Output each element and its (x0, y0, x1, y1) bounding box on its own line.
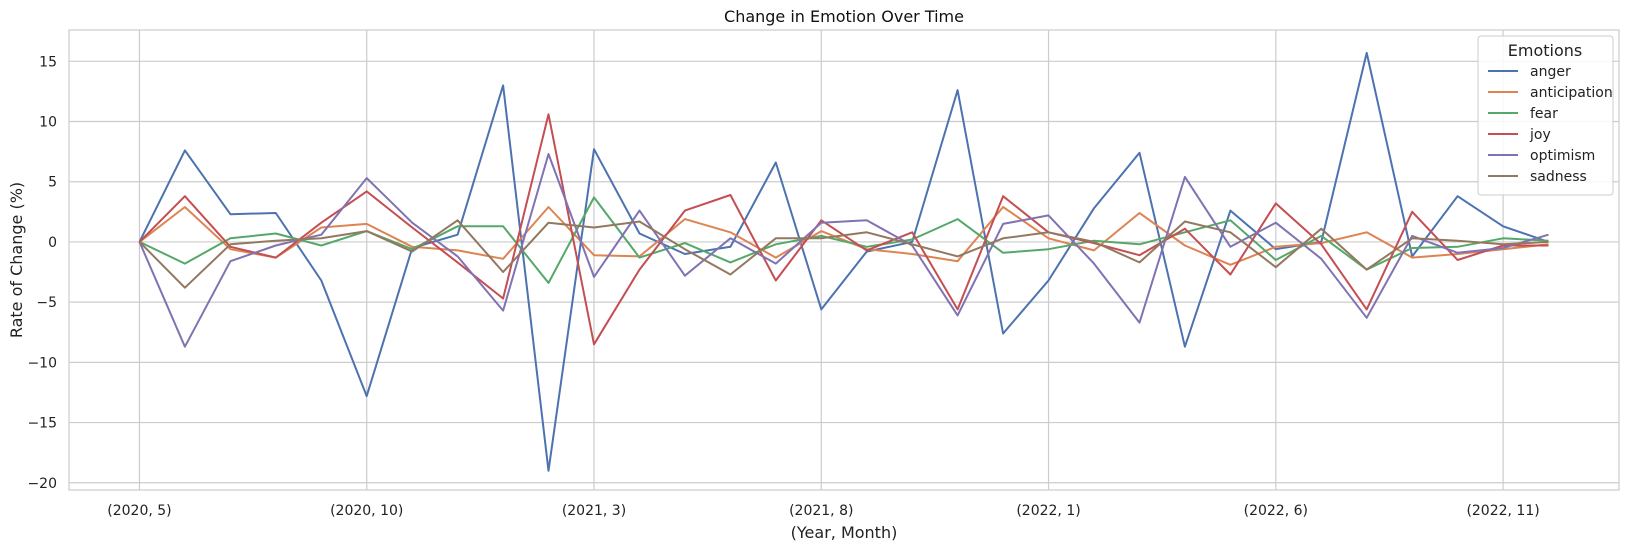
legend-items: anger anticipation fear joy optimism sadness (1488, 64, 1613, 185)
plot-frame (68, 29, 1620, 491)
x-tick-label: (2022, 11) (1466, 503, 1539, 519)
legend-label-joy: joy (1529, 127, 1551, 143)
y-tick-label: −5 (36, 295, 57, 311)
y-tick-label: −20 (27, 476, 57, 492)
legend-label-anger: anger (1530, 64, 1571, 80)
series-line-optimism (138, 153, 1549, 348)
x-tick-label: (2021, 8) (789, 503, 853, 519)
y-tick-label: 10 (39, 115, 57, 131)
series-line-anger (138, 51, 1549, 472)
chart-title: Change in Emotion Over Time (724, 7, 964, 26)
y-axis-title: Rate of Change (%) (7, 182, 26, 338)
x-tick-label: (2020, 10) (330, 503, 403, 519)
series-line-anticipation (138, 206, 1549, 266)
x-axis-ticks: (2020, 5) (2020, 10) (2021, 3) (2021, 8) (20… (107, 503, 1539, 519)
legend-label-fear: fear (1530, 106, 1558, 122)
series-line-sadness (138, 219, 1549, 289)
y-tick-label: 0 (48, 235, 57, 251)
y-tick-label: −10 (27, 355, 57, 371)
x-axis-title: (Year, Month) (791, 523, 898, 542)
series-lines (138, 51, 1549, 472)
legend-label-anticipation: anticipation (1530, 85, 1613, 101)
legend: Emotions anger anticipation fear joy optimis… (1477, 35, 1614, 196)
x-tick-label: (2021, 3) (562, 503, 626, 519)
y-tick-label: 5 (48, 175, 57, 191)
y-tick-label: −15 (27, 416, 57, 432)
x-tick-label: (2020, 5) (107, 503, 171, 519)
legend-label-optimism: optimism (1530, 148, 1595, 164)
legend-title: Emotions (1508, 41, 1582, 60)
x-tick-label: (2022, 1) (1016, 503, 1080, 519)
series-line-joy (138, 113, 1549, 346)
y-tick-label: 15 (39, 54, 57, 70)
x-tick-label: (2022, 6) (1244, 503, 1308, 519)
legend-label-sadness: sadness (1530, 169, 1587, 185)
y-axis-ticks: −20 −15 −10 −5 0 5 10 15 (27, 54, 57, 491)
